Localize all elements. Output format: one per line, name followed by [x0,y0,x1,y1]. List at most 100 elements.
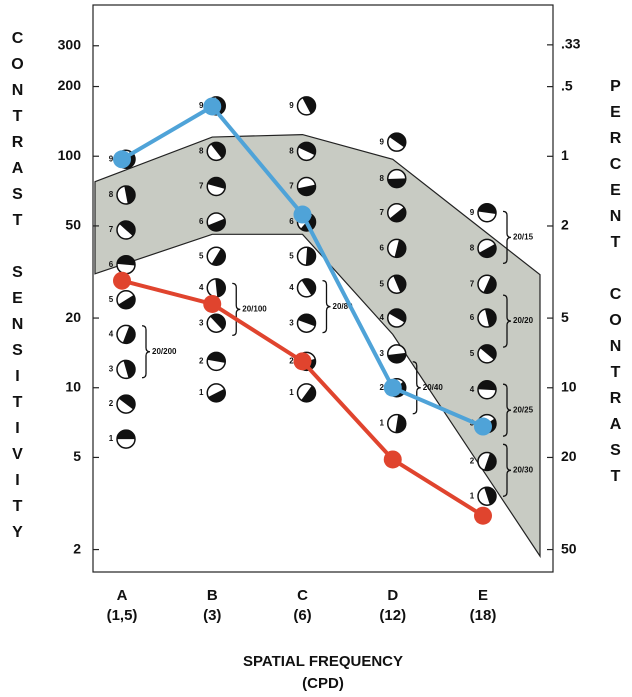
patch-number: 6 [380,243,385,252]
series-point [384,450,402,468]
patch-number: 8 [289,146,294,155]
patch-number: 8 [380,174,385,183]
patch-number: 4 [109,329,114,338]
patch-number: 9 [199,101,204,110]
patch-number: 6 [199,217,204,226]
y2-tick-label: 2 [561,217,569,233]
grating-patch [117,291,138,312]
patch-number: 3 [109,365,114,374]
patch-number: 2 [199,356,204,365]
grating-patch [478,203,497,222]
patch-number: 7 [109,225,114,234]
series-point [203,97,221,115]
acuity-label: 20/100 [242,304,267,313]
y-tick-label: 100 [58,147,82,163]
patch-number: 1 [199,388,204,397]
patch-number: 4 [380,313,385,322]
x-tick-label: A [117,587,128,604]
patch-number: 1 [470,491,475,500]
y-tick-label: 300 [58,36,82,52]
series-point [384,379,402,397]
x-tick-sublabel: (3) [203,607,221,624]
x-tick-label: E [478,587,488,604]
x-tick-label: D [387,587,398,604]
grating-patch [298,94,319,115]
patch-number: 8 [199,146,204,155]
y2-tick-label: 5 [561,309,569,325]
y2-tick-label: 20 [561,448,577,464]
y-tick-label: 10 [65,378,81,394]
grating-patch [388,130,410,152]
series-point [113,150,131,168]
patch-number: 4 [470,385,475,394]
grating-patch [388,170,406,188]
x-tick-sublabel: (1,5) [107,607,138,624]
patch-number: 4 [199,283,204,292]
y-tick-label: 2 [73,540,81,556]
grating-patch [298,384,320,406]
grating-patch [117,391,139,413]
patch-number: 1 [380,419,385,428]
series-point [203,295,221,313]
grating-patch [298,247,317,266]
acuity-label: 20/20 [513,316,534,325]
patch-number: 7 [470,279,475,288]
page: SPATIAL FREQUENCY (CPD) 2 5 10 20 50 100 200 30… [0,0,632,697]
patch-number: 2 [470,457,475,466]
patch-number: 9 [470,208,475,217]
grating-patch [388,345,407,364]
acuity-label: 20/40 [423,383,444,392]
patch-number: 6 [289,217,294,226]
x-tick-label: B [207,587,218,604]
patch-number: 3 [380,349,385,358]
x-tick-sublabel: (12) [379,607,406,624]
patch-number: 8 [470,243,475,252]
chart: SPATIAL FREQUENCY (CPD) 2 5 10 20 50 100 200 30… [0,0,632,697]
acuity-label: 20/30 [513,465,534,474]
grating-patch [478,380,496,398]
series-point [294,352,312,370]
grating-patch [207,351,226,370]
acuity-label: 20/15 [513,233,534,242]
patch-number: 5 [289,251,294,260]
y2-tick-label: 1 [561,147,569,163]
y2-axis-title: PERCENT CONTRAST [606,78,624,494]
x-tick-sublabel: (6) [293,607,311,624]
patch-number: 1 [109,434,114,443]
patch-number: 6 [470,313,475,322]
series-point [294,206,312,224]
x-tick-label: C [297,587,308,604]
y-tick-label: 20 [65,309,81,325]
x-axis-subtitle: (CPD) [302,675,344,692]
patch-number: 5 [470,349,475,358]
acuity-bracket [323,281,331,333]
acuity-bracket [232,283,240,335]
y2-tick-label: 50 [561,540,577,556]
y-axis-title: CONTRAST SENSITIVITY [8,30,26,550]
series-point [474,418,492,436]
y-tick-label: 50 [65,217,81,233]
grating-patch [207,278,226,297]
patch-number: 6 [109,260,114,269]
patch-number: 4 [289,283,294,292]
acuity-label: 20/200 [152,347,177,356]
y2-tick-label: .33 [561,36,581,52]
patch-number: 1 [289,388,294,397]
y-tick-label: 200 [58,77,82,93]
patch-number: 5 [199,251,204,260]
patch-number: 3 [199,318,204,327]
series-point [113,272,131,290]
grating-patch [207,247,228,268]
grating-patch [117,430,135,448]
patch-number: 5 [109,295,114,304]
acuity-label: 20/25 [513,405,534,414]
grating-patch [298,275,319,296]
patch-number: 5 [380,279,385,288]
patch-number: 9 [380,137,385,146]
patch-number: 8 [109,190,114,199]
series-point [474,507,492,525]
y2-tick-label: 10 [561,378,577,394]
x-axis-title: SPATIAL FREQUENCY [243,653,403,670]
y-tick-label: 5 [73,448,81,464]
grating-patch [388,415,407,434]
